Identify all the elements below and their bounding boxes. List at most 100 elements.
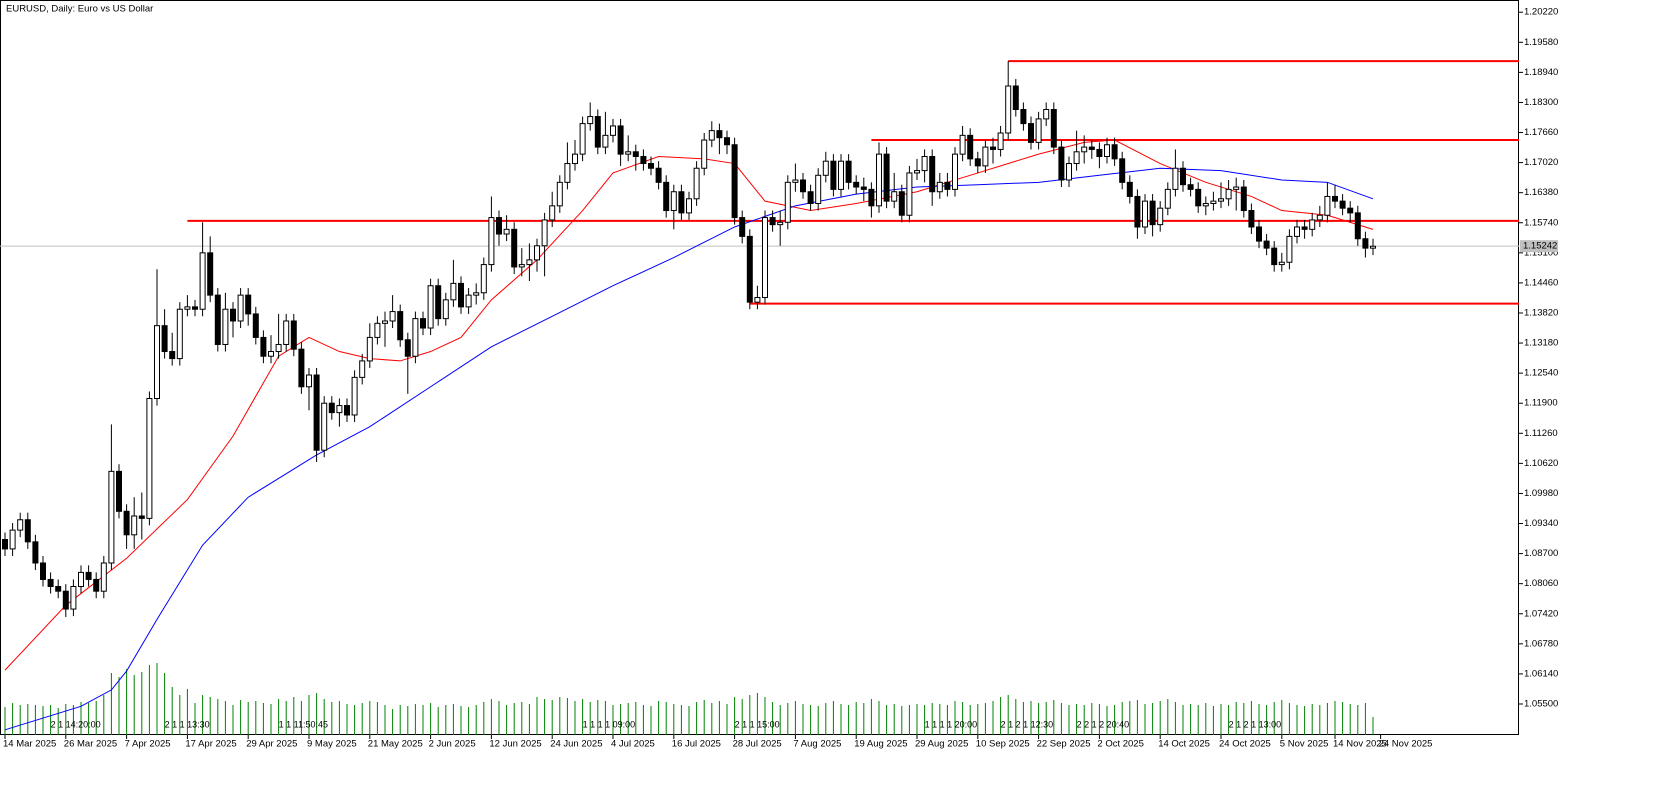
- candle-body: [693, 167, 700, 200]
- candle-body: [541, 219, 548, 247]
- y-tick-label: 1.16380: [1524, 187, 1558, 198]
- candle-body: [298, 348, 305, 388]
- volume-annotation: 2 1 14:20:00: [51, 719, 101, 729]
- candle-body: [435, 285, 442, 320]
- candle-body: [336, 405, 343, 414]
- x-tick-label: 14 Oct 2025: [1158, 739, 1210, 750]
- candle-body: [655, 167, 662, 183]
- volume-annotation: 1 1 1 1 20:00: [925, 719, 978, 729]
- moving-average: [4, 167, 1374, 731]
- candle-body: [594, 116, 601, 148]
- candle-body: [511, 228, 518, 268]
- candle-body: [1066, 163, 1072, 181]
- candle-body: [503, 228, 510, 235]
- moving-average: [4, 139, 1374, 671]
- candle-body: [32, 541, 39, 564]
- candle-body: [207, 252, 214, 296]
- candle-body: [78, 571, 84, 587]
- candle-body: [230, 308, 236, 322]
- candle-body: [283, 320, 290, 345]
- candle-body: [169, 351, 176, 360]
- candle-body: [959, 134, 966, 155]
- candle-body: [123, 510, 130, 536]
- x-tick-label: 5 Nov 2025: [1280, 739, 1329, 750]
- candle-body: [321, 402, 328, 451]
- candle-body: [1149, 200, 1156, 226]
- candle-body: [724, 137, 730, 146]
- candle-body: [214, 294, 221, 345]
- volume-annotation: 2 2 1 2 20:40: [1077, 719, 1130, 729]
- candle-body: [739, 217, 746, 237]
- candle-body: [572, 153, 578, 165]
- candle-body: [534, 245, 540, 261]
- candle-body: [496, 217, 502, 235]
- y-tick-label: 1.11900: [1524, 398, 1558, 409]
- y-tick-label: 1.08060: [1524, 578, 1558, 589]
- x-tick-label: 29 Aug 2025: [915, 739, 968, 750]
- candle-body: [1028, 123, 1034, 143]
- y-tick-label: 1.17660: [1524, 127, 1558, 138]
- y-tick-label: 1.06780: [1524, 638, 1558, 649]
- volume-annotation: 2 1 2 1 12:30: [1001, 719, 1054, 729]
- candle-body: [754, 296, 761, 303]
- candle-body: [146, 398, 153, 519]
- y-tick-label: 1.13180: [1524, 338, 1558, 349]
- candle-body: [1324, 195, 1331, 216]
- candle-body: [807, 191, 814, 204]
- candle-body: [518, 264, 525, 268]
- y-tick-label: 1.10620: [1524, 458, 1558, 469]
- candle-body: [663, 181, 670, 212]
- candle-body: [822, 160, 829, 176]
- candle-body: [997, 132, 1004, 150]
- candle-body: [868, 188, 875, 207]
- y-tick-label: 1.15100: [1524, 247, 1558, 258]
- candle-body: [328, 402, 335, 414]
- candle-body: [670, 191, 677, 212]
- y-tick-label: 1.13820: [1524, 308, 1558, 319]
- candle-body: [40, 562, 46, 580]
- candle-body: [716, 130, 723, 139]
- candle-body: [1073, 151, 1080, 165]
- candle-body: [1309, 219, 1316, 230]
- candle-body: [1202, 202, 1209, 207]
- candle-body: [708, 130, 715, 141]
- candle-body: [967, 134, 974, 160]
- candle-body: [883, 153, 890, 202]
- candle-body: [382, 320, 388, 324]
- candle-body: [929, 155, 936, 193]
- x-tick-label: 4 Jul 2025: [611, 739, 655, 750]
- candle-body: [1187, 184, 1194, 190]
- candle-body: [412, 318, 419, 357]
- y-tick-label: 1.20220: [1524, 7, 1558, 18]
- candle-body: [906, 172, 913, 216]
- candle-body: [610, 125, 616, 136]
- candle-body: [838, 160, 844, 190]
- candle-body: [860, 186, 867, 190]
- x-tick-label: 17 Apr 2025: [185, 739, 236, 750]
- candle-body: [898, 191, 905, 216]
- x-tick-label: 29 Apr 2025: [246, 739, 297, 750]
- candle-body: [397, 311, 404, 341]
- candle-body: [420, 318, 426, 329]
- candle-body: [192, 306, 198, 310]
- y-tick-label: 1.19580: [1524, 37, 1558, 48]
- candle-body: [1210, 200, 1217, 204]
- candle-body: [359, 360, 366, 378]
- x-tick-label: 21 May 2025: [368, 739, 423, 750]
- candle-body: [526, 259, 533, 266]
- candle-body: [1081, 146, 1088, 153]
- candle-body: [24, 519, 31, 543]
- volume-annotation: 1 1 1 1 09:00: [583, 719, 636, 729]
- x-tick-label: 24 Nov 2025: [1379, 739, 1433, 750]
- y-tick-label: 1.07420: [1524, 608, 1558, 619]
- candle-body: [1294, 226, 1300, 237]
- candle-body: [1050, 108, 1057, 148]
- candle-body: [1195, 188, 1202, 207]
- candle-body: [55, 585, 62, 592]
- candle-body: [914, 170, 920, 174]
- candle-body: [1134, 195, 1141, 228]
- candle-body: [138, 515, 145, 519]
- x-tick-label: 14 Mar 2025: [3, 739, 56, 750]
- candle-body: [199, 252, 206, 310]
